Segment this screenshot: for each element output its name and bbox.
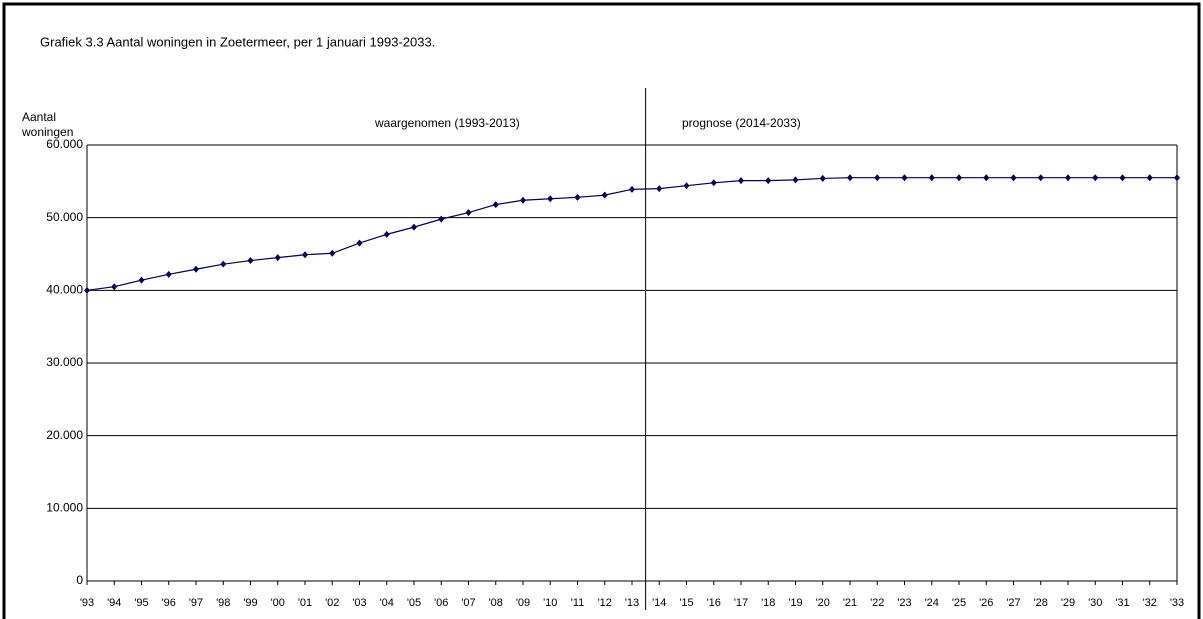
- x-tick-label: '07: [461, 597, 475, 609]
- x-tick-label: '08: [489, 597, 503, 609]
- x-tick-label: '01: [298, 597, 312, 609]
- x-tick-label: '06: [434, 597, 448, 609]
- data-point: [574, 193, 581, 201]
- x-tick-label: '16: [707, 597, 721, 609]
- data-line: [86, 177, 1177, 291]
- data-point: [656, 185, 663, 193]
- x-tick-label: '27: [1006, 597, 1020, 609]
- y-tick-label: 0: [76, 573, 83, 587]
- y-axis-label: Aantal: [22, 110, 56, 124]
- data-point: [928, 174, 935, 182]
- x-tick-label: '20: [816, 597, 830, 609]
- x-tick-label: '12: [598, 597, 612, 609]
- data-point: [193, 265, 199, 273]
- y-axis-label: woningen: [21, 125, 73, 139]
- x-tick-label: '23: [897, 597, 911, 609]
- data-point: [1119, 174, 1126, 182]
- data-point: [84, 286, 90, 294]
- x-tick-label: '29: [1061, 597, 1075, 609]
- x-tick-label: '10: [543, 597, 557, 609]
- x-tick-label: '09: [516, 597, 530, 609]
- x-tick-label: '04: [380, 597, 394, 609]
- x-tick-label: '14: [652, 597, 666, 609]
- x-tick-label: '96: [162, 597, 176, 609]
- data-point: [547, 195, 554, 203]
- y-tick-label: 20.000: [46, 428, 83, 442]
- annotation: waargenomen (1993-2013): [374, 116, 520, 130]
- x-tick-label: '28: [1034, 597, 1048, 609]
- data-point: [765, 177, 772, 185]
- x-tick-label: '13: [625, 597, 639, 609]
- x-tick-label: '02: [325, 597, 339, 609]
- x-tick-label: '93: [80, 597, 94, 609]
- data-point: [710, 179, 717, 187]
- x-tick-label: '30: [1088, 597, 1102, 609]
- data-point: [1146, 174, 1153, 182]
- data-point: [792, 176, 799, 184]
- data-point: [1065, 174, 1071, 182]
- x-tick-label: '25: [952, 597, 966, 609]
- data-point: [356, 239, 363, 247]
- x-tick-label: '19: [788, 597, 802, 609]
- data-point: [302, 251, 308, 259]
- data-point: [901, 174, 908, 182]
- data-point: [738, 177, 744, 185]
- x-tick-label: '22: [870, 597, 884, 609]
- x-tick-label: '17: [734, 597, 748, 609]
- data-point: [274, 254, 281, 262]
- data-point: [383, 230, 390, 238]
- data-point: [847, 174, 853, 182]
- chart-title: Grafiek 3.3 Aantal woningen in Zoetermee…: [40, 34, 435, 49]
- data-point: [111, 283, 118, 291]
- x-tick-label: '33: [1170, 597, 1184, 609]
- y-tick-label: 60.000: [46, 137, 83, 151]
- x-tick-label: '11: [571, 597, 585, 609]
- annotation: prognose (2014-2033): [682, 116, 801, 130]
- x-tick-label: '00: [271, 597, 285, 609]
- x-tick-label: '18: [761, 597, 775, 609]
- x-tick-label: '32: [1143, 597, 1157, 609]
- x-tick-label: '26: [979, 597, 993, 609]
- y-tick-label: 50.000: [46, 210, 83, 224]
- data-point: [1010, 174, 1017, 182]
- x-tick-label: '15: [679, 597, 693, 609]
- x-tick-label: '94: [107, 597, 121, 609]
- data-point: [138, 276, 145, 284]
- x-tick-label: '21: [843, 597, 857, 609]
- x-tick-label: '98: [216, 597, 230, 609]
- y-tick-label: 10.000: [46, 501, 83, 515]
- data-point: [1092, 174, 1099, 182]
- data-point: [983, 174, 990, 182]
- data-point: [956, 174, 962, 182]
- x-tick-label: '05: [407, 597, 421, 609]
- x-tick-label: '24: [925, 597, 939, 609]
- data-point: [247, 257, 254, 265]
- data-point: [329, 249, 336, 257]
- data-point: [438, 215, 445, 223]
- data-point: [165, 270, 172, 278]
- y-tick-label: 30.000: [46, 355, 83, 369]
- data-point: [220, 260, 227, 268]
- data-point: [1174, 174, 1180, 182]
- x-tick-label: '03: [352, 597, 366, 609]
- data-point: [465, 209, 472, 217]
- x-tick-label: '99: [243, 597, 257, 609]
- x-tick-label: '97: [189, 597, 203, 609]
- data-point: [874, 174, 881, 182]
- data-point: [492, 201, 499, 209]
- data-point: [601, 191, 608, 199]
- data-point: [520, 196, 526, 204]
- data-point: [1037, 174, 1044, 182]
- data-point: [411, 223, 417, 231]
- x-tick-label: '31: [1115, 597, 1129, 609]
- data-point: [683, 182, 690, 190]
- y-tick-label: 40.000: [46, 283, 83, 297]
- data-point: [629, 185, 635, 193]
- x-tick-label: '95: [134, 597, 148, 609]
- data-point: [819, 174, 826, 182]
